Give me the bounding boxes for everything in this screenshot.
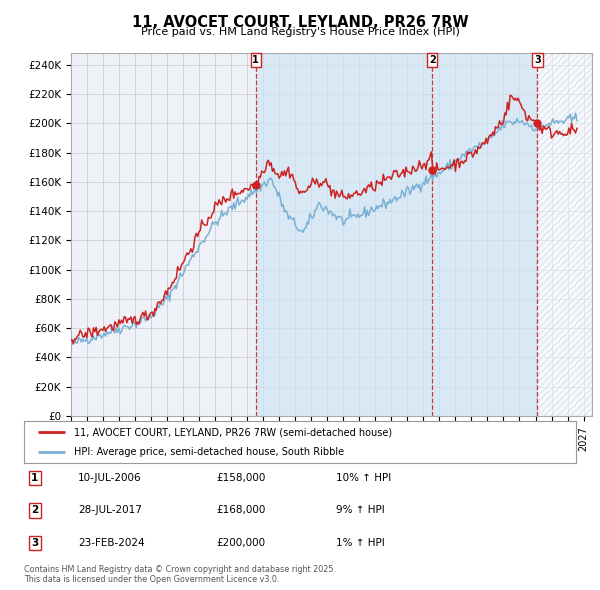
Text: 10-JUL-2006: 10-JUL-2006 (78, 473, 142, 483)
Text: £158,000: £158,000 (216, 473, 265, 483)
Text: 1: 1 (31, 473, 38, 483)
Text: 1% ↑ HPI: 1% ↑ HPI (336, 538, 385, 548)
Text: 28-JUL-2017: 28-JUL-2017 (78, 506, 142, 515)
Text: 10% ↑ HPI: 10% ↑ HPI (336, 473, 391, 483)
Bar (256, 53, 538, 416)
Text: £168,000: £168,000 (216, 506, 265, 515)
Text: 3: 3 (31, 538, 38, 548)
Text: 11, AVOCET COURT, LEYLAND, PR26 7RW: 11, AVOCET COURT, LEYLAND, PR26 7RW (131, 15, 469, 30)
Bar (538, 53, 592, 416)
Text: Contains HM Land Registry data © Crown copyright and database right 2025.
This d: Contains HM Land Registry data © Crown c… (24, 565, 336, 584)
Text: £200,000: £200,000 (216, 538, 265, 548)
Text: 9% ↑ HPI: 9% ↑ HPI (336, 506, 385, 515)
Text: Price paid vs. HM Land Registry's House Price Index (HPI): Price paid vs. HM Land Registry's House … (140, 27, 460, 37)
Text: 2: 2 (429, 55, 436, 65)
Text: 3: 3 (534, 55, 541, 65)
Text: 1: 1 (253, 55, 259, 65)
Text: 23-FEB-2024: 23-FEB-2024 (78, 538, 145, 548)
Text: 2: 2 (31, 506, 38, 515)
Text: HPI: Average price, semi-detached house, South Ribble: HPI: Average price, semi-detached house,… (74, 447, 344, 457)
Text: 11, AVOCET COURT, LEYLAND, PR26 7RW (semi-detached house): 11, AVOCET COURT, LEYLAND, PR26 7RW (sem… (74, 427, 392, 437)
